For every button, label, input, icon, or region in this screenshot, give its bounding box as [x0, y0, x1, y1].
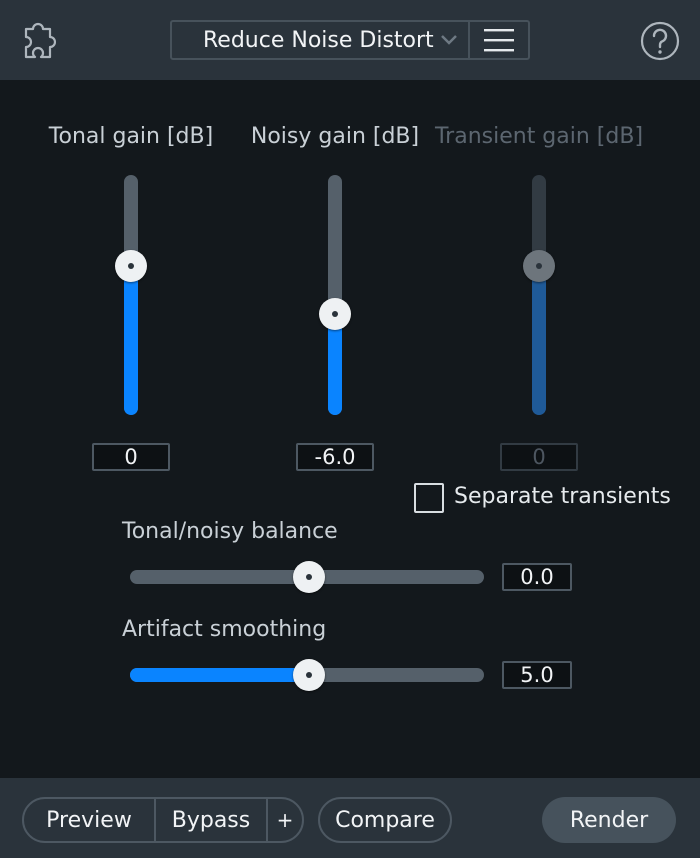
- transient-gain-slider-track: [532, 175, 546, 415]
- noisy-gain-value-field[interactable]: -6.0: [296, 443, 374, 471]
- hamburger-menu-icon: [484, 29, 514, 52]
- smoothing-label: Artifact smoothing: [122, 617, 327, 642]
- tonal-gain-slider-fill: [124, 266, 138, 415]
- preview-button[interactable]: Preview: [24, 799, 156, 841]
- tonal-gain-slider-handle[interactable]: [115, 250, 147, 283]
- preset-selector: Reduce Noise Distort: [170, 20, 530, 60]
- transient-gain-label: Transient gain [dB]: [434, 124, 644, 149]
- balance-label: Tonal/noisy balance: [122, 519, 338, 544]
- smoothing-value-field[interactable]: 5.0: [502, 661, 572, 689]
- transient-gain-slider-fill: [532, 266, 546, 415]
- chevron-down-icon: [441, 35, 457, 45]
- noisy-gain-slider-fill: [328, 314, 342, 415]
- smoothing-slider-handle[interactable]: [292, 659, 325, 691]
- transient-gain-value-field: 0: [500, 443, 578, 471]
- tonal-gain-slider-track[interactable]: [124, 175, 138, 415]
- top-bar: Reduce Noise Distort: [0, 0, 700, 80]
- balance-slider-handle[interactable]: [292, 561, 325, 593]
- noisy-gain-slider-track[interactable]: [328, 175, 342, 415]
- balance-value-field[interactable]: 0.0: [502, 563, 572, 591]
- preview-bypass-group: Preview Bypass +: [22, 797, 304, 843]
- tonal-gain-label: Tonal gain [dB]: [48, 124, 214, 149]
- preset-dropdown[interactable]: Reduce Noise Distort: [172, 22, 470, 58]
- transient-gain-slider-handle: [523, 250, 555, 283]
- smoothing-slider-fill: [130, 668, 309, 682]
- render-button[interactable]: Render: [542, 797, 676, 843]
- separate-transients-label[interactable]: Separate transients: [454, 484, 671, 509]
- bypass-button[interactable]: Bypass: [156, 799, 268, 841]
- preset-name-label: Reduce Noise Distort: [203, 27, 434, 53]
- question-mark-icon[interactable]: [640, 21, 680, 61]
- noisy-gain-label: Noisy gain [dB]: [250, 124, 420, 149]
- noisy-gain-slider-handle[interactable]: [319, 298, 351, 331]
- puzzle-piece-icon[interactable]: [22, 19, 56, 61]
- compare-button[interactable]: Compare: [318, 797, 452, 843]
- tonal-gain-value-field[interactable]: 0: [92, 443, 170, 471]
- add-button[interactable]: +: [276, 808, 294, 832]
- preset-menu-button[interactable]: [470, 22, 528, 58]
- separate-transients-checkbox[interactable]: [414, 483, 444, 513]
